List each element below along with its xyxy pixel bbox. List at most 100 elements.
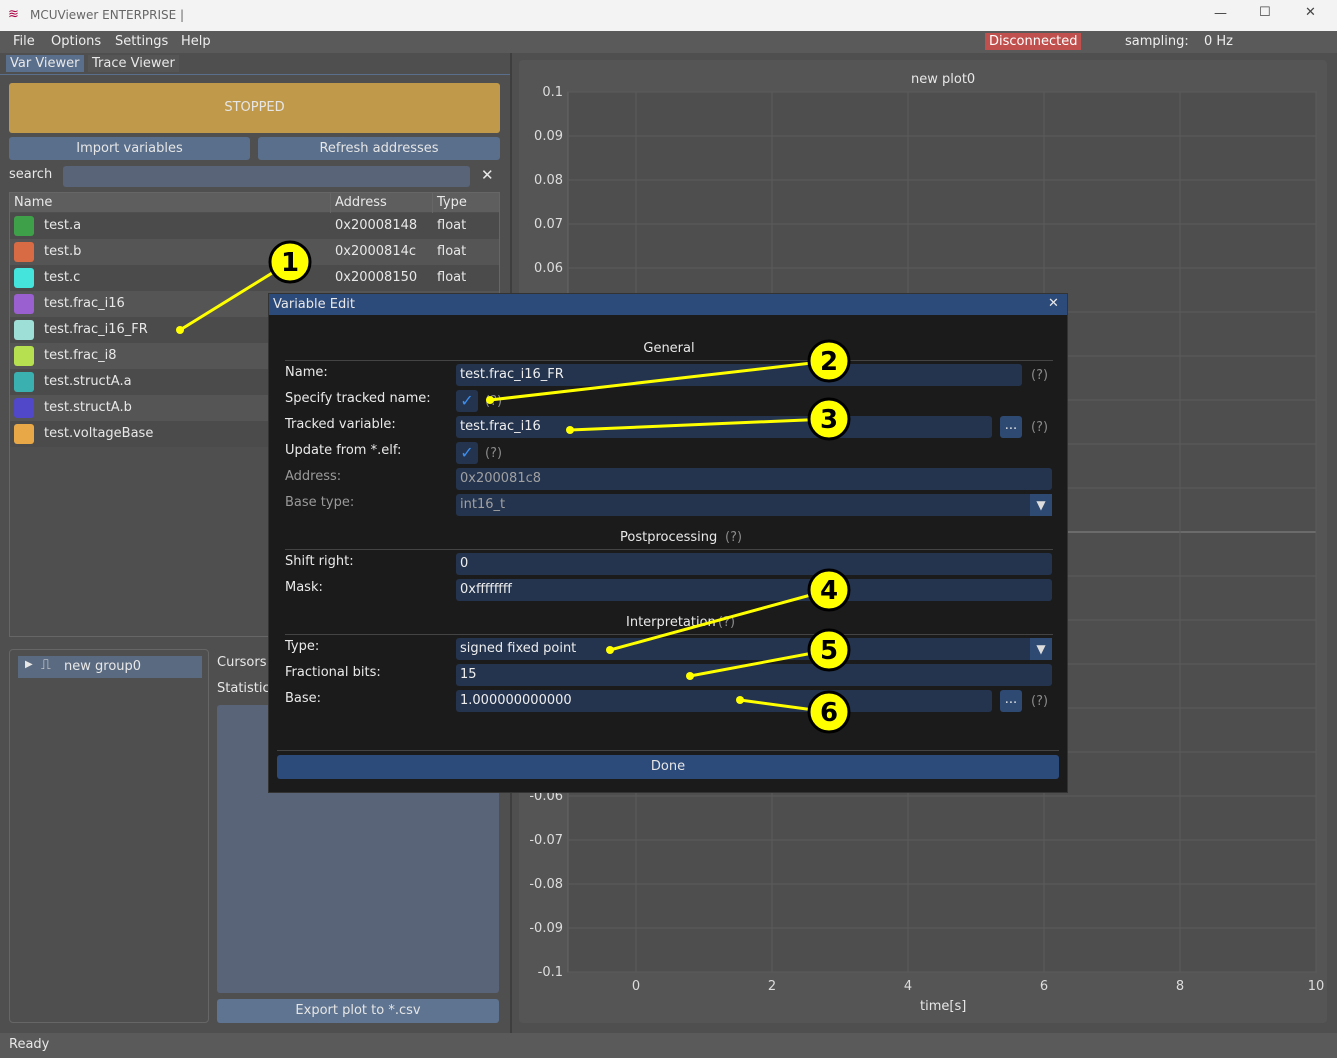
var-address: 0x2000814c — [335, 244, 417, 259]
mask-input[interactable]: 0xffffffff — [456, 579, 1052, 601]
y-tick-label: -0.1 — [538, 965, 563, 980]
annotation-number: 6 — [820, 698, 838, 728]
group-name: new group0 — [64, 659, 142, 674]
x-tick-label: 10 — [1308, 979, 1325, 994]
signal-icon: ⎍ — [41, 657, 51, 673]
cursors-label[interactable]: Cursors — [217, 655, 267, 670]
base-type-select: int16_t — [456, 494, 1052, 516]
color-swatch[interactable] — [14, 242, 34, 262]
table-row[interactable]: test.a 0x20008148 float — [10, 213, 499, 239]
color-swatch[interactable] — [14, 372, 34, 392]
maximize-button[interactable]: ☐ — [1259, 5, 1271, 20]
expand-arrow-icon[interactable]: ▶ — [25, 659, 33, 670]
minimize-button[interactable]: — — [1214, 6, 1227, 21]
clear-search-icon[interactable]: ✕ — [481, 166, 494, 184]
menu-options[interactable]: Options — [51, 34, 102, 49]
y-tick-label: -0.09 — [529, 921, 563, 936]
statistics-label[interactable]: Statistics — [217, 681, 277, 696]
type-label: Type: — [285, 639, 320, 654]
color-swatch[interactable] — [14, 216, 34, 236]
name-label: Name: — [285, 365, 328, 380]
x-tick-label: 4 — [904, 979, 912, 994]
tab-var-viewer[interactable]: Var Viewer — [6, 55, 84, 72]
done-button[interactable]: Done — [277, 755, 1059, 779]
menu-file[interactable]: File — [13, 34, 35, 49]
color-swatch[interactable] — [14, 268, 34, 288]
annotation-number: 3 — [820, 405, 838, 435]
tracked-variable-value: test.frac_i16 — [460, 419, 541, 434]
x-tick-label: 2 — [768, 979, 776, 994]
type-select[interactable]: signed fixed point — [456, 638, 1052, 660]
group-item[interactable]: ▶ ⎍ new group0 — [18, 656, 202, 678]
annotation-line — [609, 588, 830, 652]
tracked-variable-input[interactable]: test.frac_i16 — [456, 416, 992, 438]
base-browse-button[interactable]: ... — [1000, 690, 1022, 712]
table-row[interactable]: test.c 0x20008150 float — [10, 265, 499, 291]
color-swatch[interactable] — [14, 346, 34, 366]
x-tick-label: 8 — [1176, 979, 1184, 994]
shift-right-label: Shift right: — [285, 554, 354, 569]
mask-label: Mask: — [285, 580, 323, 595]
status-text: Ready — [9, 1037, 50, 1052]
y-tick-label: -0.07 — [529, 833, 563, 848]
base-value: 1.000000000000 — [460, 693, 572, 708]
annotation-badge — [807, 339, 851, 383]
app-logo-icon: ≋ — [8, 7, 19, 22]
fractional-bits-label: Fractional bits: — [285, 665, 381, 680]
color-swatch[interactable] — [14, 424, 34, 444]
name-input[interactable]: test.frac_i16_FR — [456, 364, 1022, 386]
col-name[interactable]: Name — [14, 195, 53, 210]
col-address[interactable]: Address — [335, 195, 387, 210]
annotation-dot — [176, 326, 184, 334]
search-input[interactable] — [63, 166, 470, 187]
update-elf-label: Update from *.elf: — [285, 443, 402, 458]
tracked-browse-button[interactable]: ... — [1000, 416, 1022, 438]
menu-settings[interactable]: Settings — [115, 34, 169, 49]
table-row[interactable]: test.b 0x2000814c float — [10, 239, 499, 265]
color-swatch[interactable] — [14, 320, 34, 340]
import-variables-button[interactable]: Import variables — [9, 137, 250, 160]
sampling-value: 0 Hz — [1204, 34, 1234, 49]
fractional-bits-input[interactable]: 15 — [456, 664, 1052, 686]
tracked-help[interactable]: (?) — [1031, 420, 1049, 435]
name-help[interactable]: (?) — [1031, 368, 1049, 383]
search-label: search — [9, 167, 53, 182]
y-tick-label: 0.1 — [542, 85, 563, 100]
dialog-titlebar[interactable]: Variable Edit ✕ — [269, 294, 1067, 315]
base-label: Base: — [285, 691, 322, 706]
annotation-dot — [566, 426, 574, 434]
var-name: test.frac_i16 — [44, 296, 125, 311]
window-title: MCUViewer ENTERPRISE | — [30, 8, 185, 22]
annotation-badge — [807, 568, 851, 612]
color-swatch[interactable] — [14, 294, 34, 314]
post-help[interactable]: (?) — [725, 530, 743, 545]
menu-help[interactable]: Help — [181, 34, 211, 49]
mask-value: 0xffffffff — [460, 582, 512, 597]
update-elf-checkbox[interactable]: ✓ — [456, 442, 478, 464]
col-type[interactable]: Type — [437, 195, 467, 210]
annotation-line — [689, 648, 830, 678]
section-general: General — [643, 341, 695, 356]
base-help[interactable]: (?) — [1031, 694, 1049, 709]
y-tick-label: 0.08 — [534, 173, 563, 188]
base-input[interactable]: 1.000000000000 — [456, 690, 992, 712]
refresh-addresses-button[interactable]: Refresh addresses — [258, 137, 500, 160]
export-csv-button[interactable]: Export plot to *.csv — [217, 999, 499, 1023]
start-stop-button[interactable]: STOPPED — [9, 83, 500, 133]
shift-right-input[interactable]: 0 — [456, 553, 1052, 575]
var-name: test.frac_i16_FR — [44, 322, 148, 337]
specify-tracked-checkbox[interactable]: ✓ — [456, 390, 478, 412]
update-help[interactable]: (?) — [485, 446, 503, 461]
dialog-close-button[interactable]: ✕ — [1048, 296, 1059, 311]
table-header: Name Address Type — [10, 193, 499, 212]
specify-tracked-label: Specify tracked name: — [285, 391, 431, 406]
tab-trace-viewer[interactable]: Trace Viewer — [88, 55, 179, 72]
y-tick-label: 0.06 — [534, 261, 563, 276]
var-name: test.structA.a — [44, 374, 132, 389]
close-window-button[interactable]: ✕ — [1305, 5, 1316, 20]
color-swatch[interactable] — [14, 398, 34, 418]
x-tick-label: 0 — [632, 979, 640, 994]
y-tick-label: 0.07 — [534, 217, 563, 232]
chevron-down-icon[interactable]: ▼ — [1030, 638, 1052, 660]
variable-edit-dialog: Variable Edit ✕ General Name: test.frac_… — [268, 293, 1068, 793]
